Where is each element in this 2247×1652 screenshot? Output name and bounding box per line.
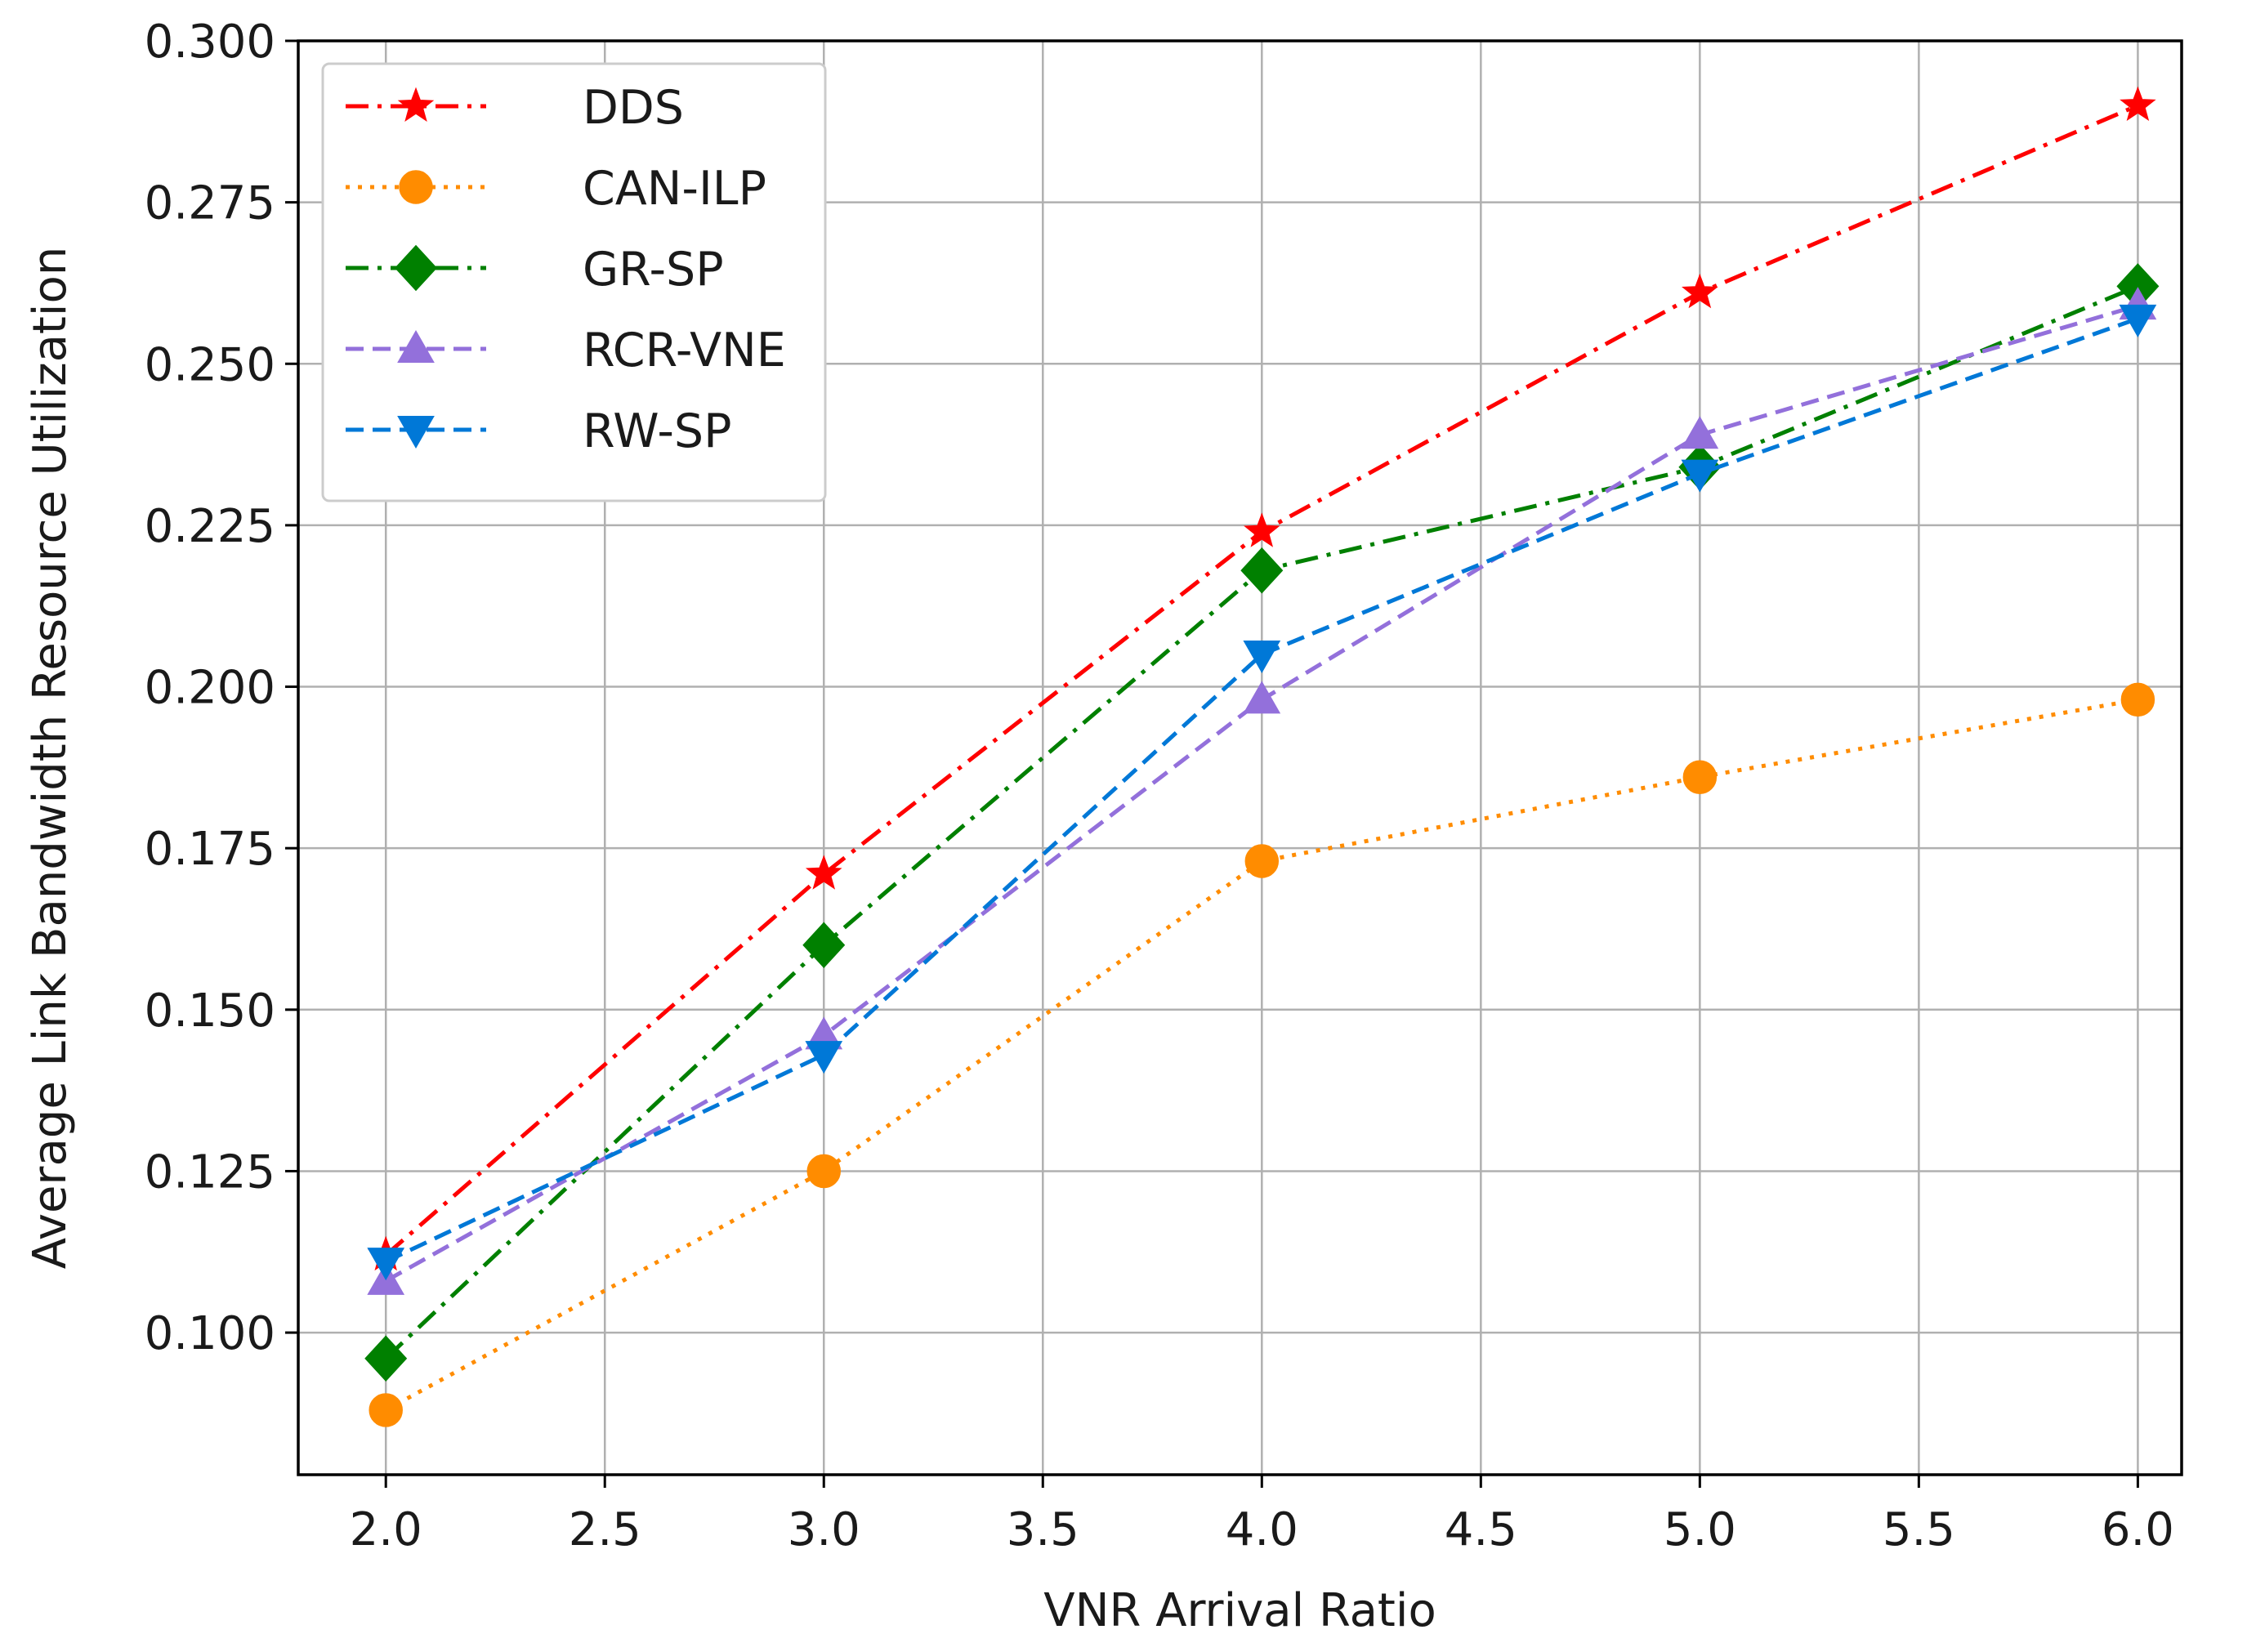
x-tick-label: 4.5 [1445,1503,1517,1556]
data-point-can-ilp [1244,844,1280,878]
data-point-dds [2120,86,2156,122]
x-tick-label: 5.0 [1664,1503,1736,1556]
x-tick-label: 2.5 [569,1503,641,1556]
y-tick-label: 0.300 [145,16,275,69]
series-gr-sp [364,263,2160,1382]
legend-marker-rcr-vne [397,329,435,363]
legend-label-gr-sp: GR-SP [583,243,724,297]
data-point-rw-sp [1243,641,1281,674]
plot-area-frame [297,39,2183,1476]
data-point-dds [1244,512,1280,547]
legend-label-rw-sp: RW-SP [583,404,731,458]
y-tick-label: 0.125 [145,1145,275,1199]
data-point-gr-sp [1240,547,1284,594]
y-tick-label: 0.200 [145,662,275,715]
data-point-gr-sp [364,1335,408,1382]
data-point-rw-sp [367,1248,405,1281]
legend: DDS CAN-ILP GR-SP RCR-VNE RW-SP [321,62,827,502]
data-point-can-ilp [806,1154,841,1189]
x-tick-label: 3.5 [1007,1503,1079,1556]
data-point-can-ilp [2120,682,2155,717]
series-line-can-ilp [385,697,2138,1413]
legend-marker-dds [397,87,435,122]
legend-label-can-ilp: CAN-ILP [583,162,766,216]
legend-item-gr-sp: GR-SP [346,243,724,297]
series-can-ilp [369,682,2155,1427]
data-point-can-ilp [1682,760,1718,794]
data-point-gr-sp [802,922,846,968]
x-tick-label: 3.0 [788,1503,860,1556]
legend-item-dds: DDS [346,81,684,135]
x-tick-label: 6.0 [2102,1503,2174,1556]
legend-box [321,62,827,502]
x-tick-label: 4.0 [1226,1503,1298,1556]
data-point-can-ilp [369,1393,403,1427]
data-point-dds [1682,273,1718,309]
y-tick-label: 0.275 [145,177,275,230]
data-point-rw-sp [2119,304,2157,337]
legend-marker-can-ilp [399,170,433,204]
y-tick-label: 0.225 [145,500,275,553]
legend-marker-rw-sp [397,416,435,449]
data-point-rcr-vne [1243,681,1281,714]
axis-ticks: 2.0 2.5 3.0 3.5 4.0 4.5 5.0 5.5 6.0 0.100 0.125 0.1… [145,16,2174,1556]
data-point-dds [805,855,842,890]
legend-label-rcr-vne: RCR-VNE [583,324,786,377]
legend-item-rcr-vne: RCR-VNE [346,324,786,377]
y-tick-label: 0.250 [145,338,275,391]
series-line-rw-sp [385,316,2139,1264]
legend-item-can-ilp: CAN-ILP [346,162,766,216]
y-tick-label: 0.150 [145,985,275,1038]
x-axis-label: VNR Arrival Ratio [1043,1584,1436,1637]
data-point-rw-sp [805,1041,843,1074]
x-tick-label: 5.5 [1883,1503,1955,1556]
data-point-rcr-vne [1681,416,1719,449]
legend-item-rw-sp: RW-SP [346,404,731,458]
legend-label-dds: DDS [583,81,684,135]
series-rw-sp [367,304,2157,1281]
y-tick-label: 0.175 [145,823,275,876]
y-axis-label: Average Link Bandwidth Resource Utilizat… [24,247,77,1269]
legend-marker-gr-sp [395,244,437,292]
y-tick-label: 0.100 [145,1307,275,1360]
series-layer [364,86,2160,1427]
x-tick-label: 2.0 [350,1503,422,1556]
data-point-rw-sp [1681,459,1719,493]
